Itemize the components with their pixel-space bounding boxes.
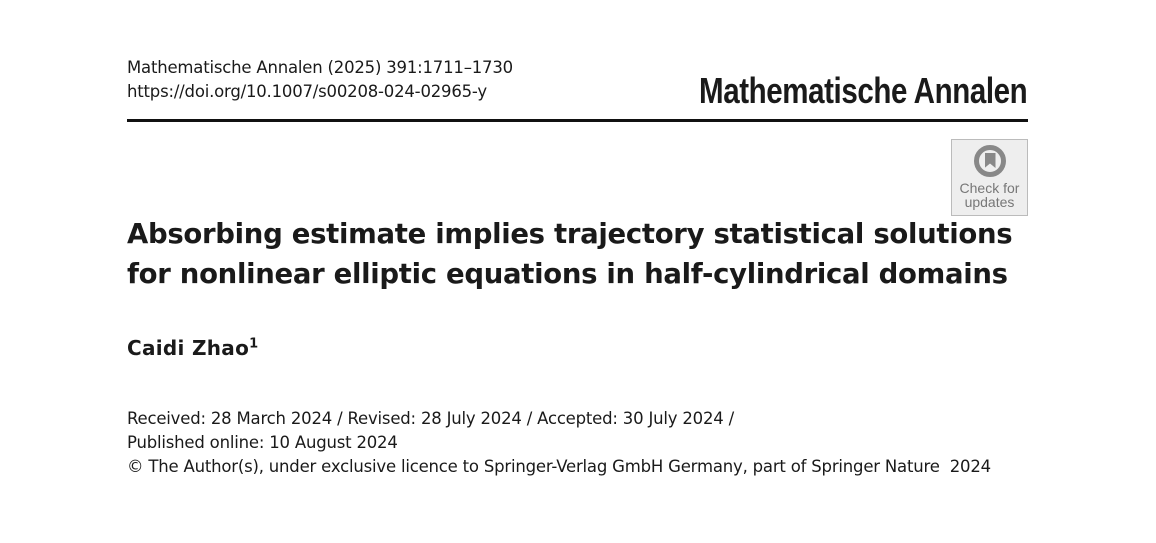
title-line-1: Absorbing estimate implies trajectory st… (127, 218, 1013, 250)
title-line-2: for nonlinear elliptic equations in half… (127, 258, 1008, 290)
header-rule (127, 119, 1028, 122)
doi-link[interactable]: https://doi.org/10.1007/s00208-024-02965… (127, 82, 487, 101)
journal-citation: Mathematische Annalen (2025) 391:1711–17… (127, 56, 513, 104)
article-history: Received: 28 March 2024 / Revised: 28 Ju… (127, 407, 991, 479)
history-line-2: Published online: 10 August 2024 (127, 433, 398, 452)
journal-title: Mathematische Annalen (698, 70, 1028, 111)
updates-label: updates (964, 194, 1015, 210)
author-name: Caidi Zhao (127, 336, 250, 360)
article-title: Absorbing estimate implies trajectory st… (127, 214, 1013, 294)
check-for-label: Check for (959, 180, 1020, 196)
check-for-updates-button[interactable]: Check for updates (951, 139, 1028, 216)
copyright: © The Author(s), under exclusive licence… (127, 457, 991, 476)
history-line-1: Received: 28 March 2024 / Revised: 28 Ju… (127, 409, 734, 428)
bookmark-icon (973, 145, 1006, 177)
citation-text: Mathematische Annalen (2025) 391:1711–17… (127, 58, 513, 77)
author: Caidi Zhao1 (127, 336, 259, 360)
affiliation-mark: 1 (249, 336, 259, 352)
